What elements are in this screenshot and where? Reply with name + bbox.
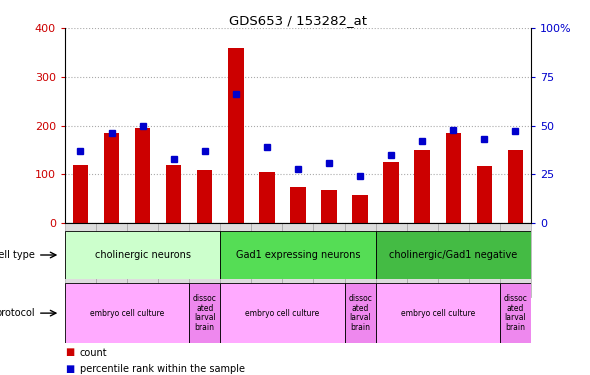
Text: protocol: protocol — [0, 308, 35, 318]
Bar — [438, 223, 469, 297]
Bar — [445, 133, 461, 223]
Bar — [352, 195, 368, 223]
Bar — [135, 128, 150, 223]
Bar — [376, 283, 500, 343]
Bar — [104, 133, 119, 223]
Text: cell type: cell type — [0, 250, 35, 260]
Text: percentile rank within the sample: percentile rank within the sample — [80, 364, 245, 374]
Bar — [65, 223, 96, 297]
Bar — [158, 223, 189, 297]
Bar — [220, 231, 376, 279]
Bar — [228, 48, 244, 223]
Bar — [507, 150, 523, 223]
Bar — [189, 283, 220, 343]
Bar — [259, 172, 275, 223]
Title: GDS653 / 153282_at: GDS653 / 153282_at — [229, 14, 367, 27]
Bar — [127, 223, 158, 297]
Bar — [321, 190, 337, 223]
Bar — [220, 283, 345, 343]
Text: embryo cell culture: embryo cell culture — [401, 309, 475, 318]
Bar — [65, 231, 220, 279]
Text: embryo cell culture: embryo cell culture — [245, 309, 320, 318]
Bar — [469, 223, 500, 297]
Bar — [414, 150, 430, 223]
Bar — [65, 283, 189, 343]
Bar — [345, 283, 376, 343]
Bar — [384, 162, 399, 223]
Bar — [189, 223, 220, 297]
Text: ■: ■ — [65, 364, 74, 374]
Bar — [407, 223, 438, 297]
Bar — [477, 166, 492, 223]
Bar — [290, 187, 306, 223]
Bar — [283, 223, 313, 297]
Bar — [251, 223, 283, 297]
Bar — [73, 165, 88, 223]
Bar — [376, 231, 531, 279]
Bar — [220, 223, 251, 297]
Bar — [313, 223, 345, 297]
Text: Gad1 expressing neurons: Gad1 expressing neurons — [235, 250, 360, 260]
Text: ■: ■ — [65, 348, 74, 357]
Text: embryo cell culture: embryo cell culture — [90, 309, 164, 318]
Bar — [96, 223, 127, 297]
Text: dissoc
ated
larval
brain: dissoc ated larval brain — [503, 294, 527, 332]
Bar — [500, 283, 531, 343]
Bar — [166, 165, 181, 223]
Text: cholinergic/Gad1 negative: cholinergic/Gad1 negative — [389, 250, 517, 260]
Bar — [500, 223, 531, 297]
Bar — [345, 223, 376, 297]
Text: dissoc
ated
larval
brain: dissoc ated larval brain — [193, 294, 217, 332]
Text: cholinergic neurons: cholinergic neurons — [94, 250, 191, 260]
Bar — [376, 223, 407, 297]
Bar — [197, 171, 212, 223]
Text: dissoc
ated
larval
brain: dissoc ated larval brain — [348, 294, 372, 332]
Text: count: count — [80, 348, 107, 357]
